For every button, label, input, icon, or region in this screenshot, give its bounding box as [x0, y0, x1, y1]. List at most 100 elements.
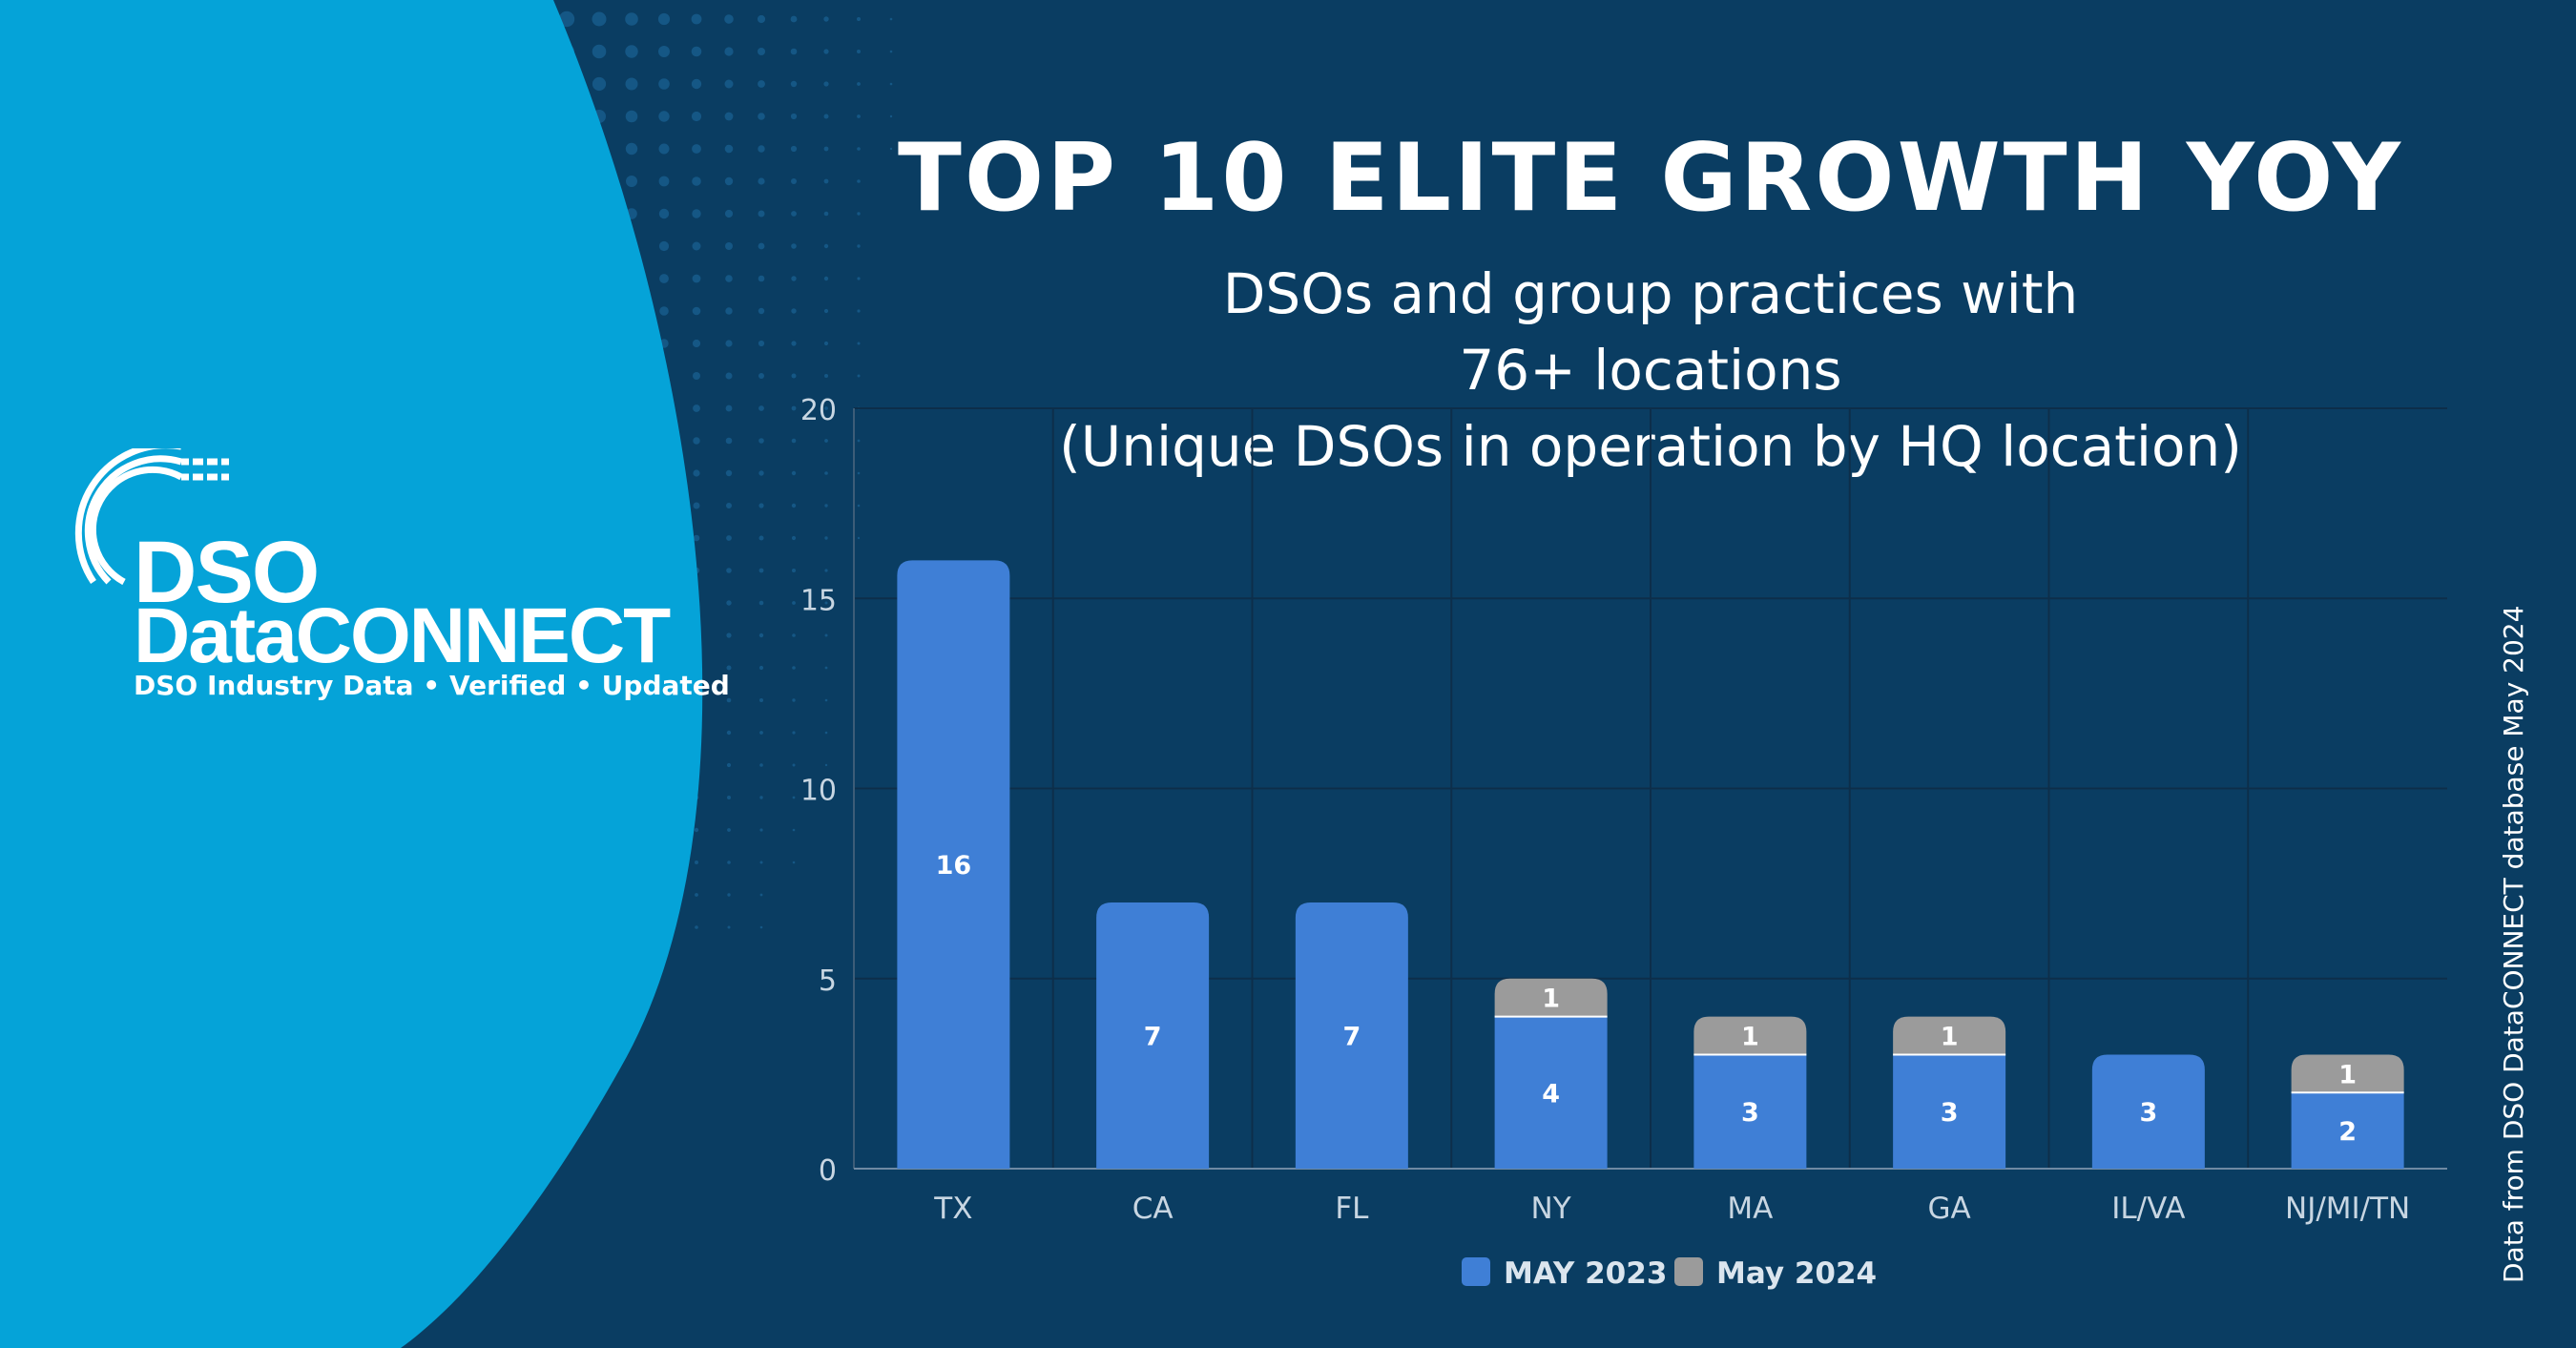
bar-may-2024 — [1693, 1016, 1807, 1055]
subtitle-line-2: 76+ locations — [1459, 338, 1842, 403]
x-tick-label: NY — [1531, 1192, 1571, 1226]
halftone-dot — [727, 893, 731, 897]
legend-label: MAY 2023 — [1504, 1256, 1667, 1291]
halftone-dot — [695, 925, 698, 929]
y-tick-label: 20 — [800, 394, 837, 427]
halftone-dot — [693, 502, 700, 509]
x-tick-label: NJ/MI/TN — [2285, 1192, 2410, 1226]
halftone-dot — [724, 144, 734, 154]
logo-circle — [0, 0, 703, 1348]
data-label-may-2023: 7 — [1144, 1023, 1162, 1052]
halftone-dot — [791, 211, 797, 217]
halftone-dot — [823, 146, 829, 152]
halftone-dot — [658, 208, 670, 219]
halftone-dot — [758, 48, 765, 55]
halftone-dot — [824, 439, 828, 443]
halftone-dot — [757, 14, 766, 24]
halftone-dot — [695, 893, 698, 897]
bar-may-2023 — [897, 560, 1010, 1169]
halftone-dot — [857, 179, 861, 183]
halftone-dot — [727, 828, 731, 832]
halftone-dot — [692, 144, 701, 154]
y-tick-label: 0 — [819, 1154, 837, 1188]
halftone-dot — [759, 828, 763, 832]
halftone-dot — [823, 211, 829, 217]
halftone-dot — [790, 113, 798, 120]
halftone-dot — [823, 114, 829, 119]
bar-may-2023 — [1096, 902, 1210, 1169]
halftone-dot — [725, 437, 733, 445]
halftone-dot — [792, 569, 796, 572]
halftone-dot — [889, 82, 893, 86]
halftone-dot — [823, 81, 829, 87]
data-label-may-2023: 3 — [2139, 1098, 2157, 1128]
halftone-dot — [857, 212, 861, 216]
halftone-dot — [824, 374, 828, 378]
halftone-dot — [790, 80, 798, 88]
data-label-may-2023: 7 — [1342, 1023, 1361, 1052]
halftone-dot — [726, 697, 732, 703]
chart-title: TOP 10 ELITE GROWTH YOY — [898, 124, 2403, 233]
halftone-dot — [889, 50, 893, 53]
data-label-may-2023: 2 — [2338, 1117, 2357, 1147]
halftone-dot — [759, 893, 763, 897]
halftone-dot — [727, 925, 731, 929]
halftone-dot — [692, 176, 701, 186]
halftone-dot — [693, 372, 700, 380]
halftone-dot — [724, 176, 734, 186]
halftone-dot — [724, 79, 734, 89]
halftone-dot — [889, 147, 893, 151]
data-label-may-2023: 4 — [1542, 1079, 1560, 1109]
logo-dataconnect-text: DataCONNECT — [134, 592, 671, 679]
halftone-dot — [791, 341, 797, 346]
halftone-dot — [626, 176, 637, 187]
halftone-dot — [790, 48, 798, 55]
halftone-dot — [724, 14, 734, 24]
halftone-dot — [758, 373, 764, 379]
halftone-dot — [792, 633, 796, 637]
halftone-dot — [857, 374, 861, 378]
halftone-dot — [692, 306, 701, 316]
halftone-dot — [792, 828, 796, 832]
halftone-dot — [792, 861, 796, 864]
bar-may-2023 — [1494, 1016, 1608, 1169]
halftone-dot — [658, 46, 670, 57]
halftone-dot — [592, 44, 607, 59]
halftone-dot — [727, 861, 731, 864]
legend-swatch — [1674, 1257, 1703, 1286]
halftone-dot — [726, 535, 732, 541]
halftone-dot — [724, 209, 734, 218]
x-tick-label: IL/VA — [2111, 1192, 2185, 1226]
halftone-dot — [824, 698, 828, 702]
halftone-dot — [725, 404, 733, 412]
halftone-dot — [758, 438, 764, 444]
halftone-dot — [791, 178, 797, 184]
halftone-dot — [791, 276, 797, 281]
halftone-dot — [791, 438, 797, 444]
halftone-dot — [791, 470, 797, 476]
source-note: Data from DSO DataCONNECT database May 2… — [2498, 605, 2529, 1283]
halftone-dot — [625, 110, 638, 123]
halftone-dot — [657, 12, 671, 26]
halftone-dot — [823, 178, 829, 184]
halftone-dot — [791, 503, 797, 508]
halftone-dot — [792, 763, 796, 767]
halftone-dot — [727, 796, 731, 799]
halftone-dot — [692, 274, 701, 283]
halftone-dot — [824, 731, 828, 735]
bar-may-2024 — [2291, 1054, 2404, 1093]
bar-may-2023 — [2091, 1054, 2205, 1169]
halftone-dot — [758, 535, 764, 541]
halftone-dot — [694, 827, 699, 833]
halftone-dot — [725, 275, 733, 282]
halftone-dot — [823, 341, 829, 346]
halftone-dot — [758, 600, 764, 606]
halftone-dot — [824, 666, 828, 670]
halftone-dot — [695, 861, 698, 864]
bar-may-2023 — [1893, 1054, 2006, 1169]
halftone-dot — [792, 731, 796, 735]
bar-may-2024 — [1494, 978, 1608, 1017]
halftone-dot — [659, 306, 669, 316]
y-tick-label: 5 — [819, 964, 837, 998]
